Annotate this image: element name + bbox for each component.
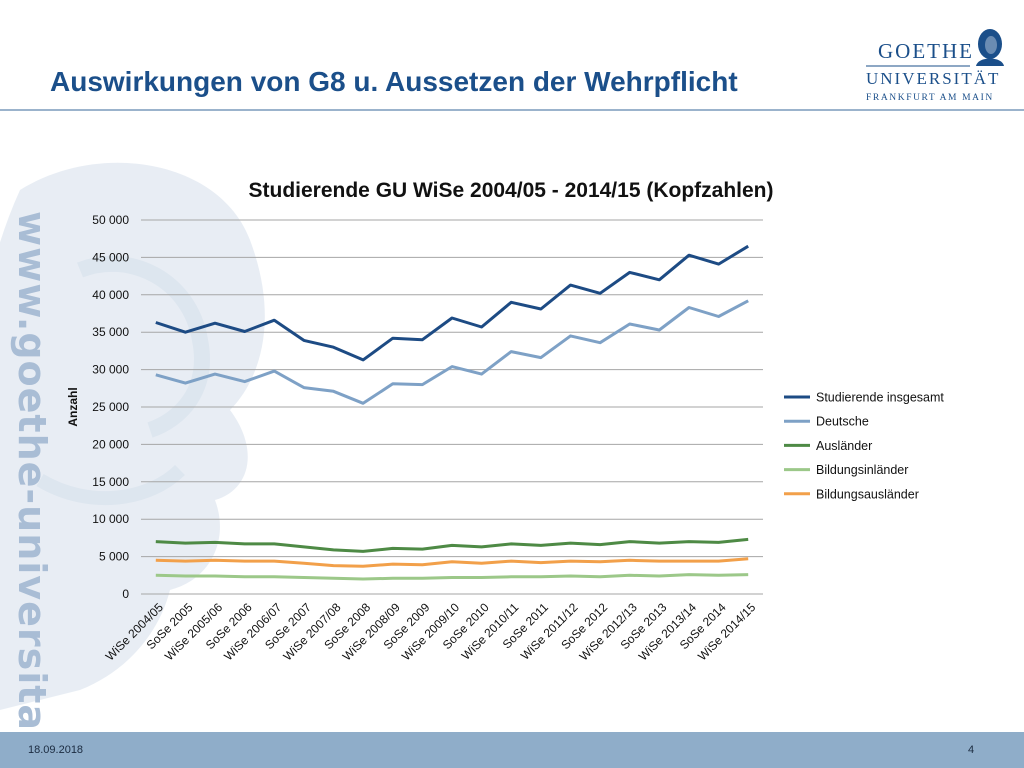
slide-title: Auswirkungen von G8 u. Aussetzen der Weh… (50, 66, 738, 97)
logo-line-1: GOETHE (878, 39, 974, 63)
y-tick-label: 5 000 (99, 550, 129, 564)
footer-bar (0, 732, 1024, 768)
y-tick-label: 25 000 (92, 400, 129, 414)
legend-label: Bildungsausländer (816, 487, 919, 501)
y-tick-label: 0 (122, 587, 129, 601)
legend-label: Deutsche (816, 415, 869, 429)
footer-date: 18.09.2018 (28, 744, 84, 756)
y-tick-label: 15 000 (92, 475, 129, 489)
legend-label: Studierende insgesamt (816, 391, 944, 405)
y-tick-label: 10 000 (92, 512, 129, 526)
goethe-university-logo: GOETHE UNIVERSITÄT FRANKFURT AM MAIN (866, 29, 1004, 103)
y-tick-label: 40 000 (92, 288, 129, 302)
title-divider (0, 109, 1024, 111)
legend-label: Ausländer (816, 439, 872, 453)
legend-label: Bildungsinländer (816, 463, 908, 477)
y-tick-label: 30 000 (92, 363, 129, 377)
y-tick-label: 20 000 (92, 437, 129, 451)
logo-line-3: FRANKFURT AM MAIN (866, 93, 994, 103)
logo-line-2: UNIVERSITÄT (866, 69, 1000, 88)
series-line (155, 537, 749, 553)
y-tick-label: 35 000 (92, 325, 129, 339)
series-line (155, 573, 749, 581)
goethe-portrait-icon (976, 29, 1004, 66)
y-tick-label: 45 000 (92, 250, 129, 264)
footer-page-number: 4 (968, 744, 975, 756)
goethe-head-watermark (0, 162, 265, 710)
y-axis-label: Anzahl (66, 387, 80, 426)
y-tick-label: 50 000 (92, 213, 129, 227)
series-line (155, 557, 749, 568)
series-line (155, 299, 749, 405)
series-line (155, 244, 749, 362)
chart-title: Studierende GU WiSe 2004/05 - 2014/15 (K… (249, 179, 774, 202)
